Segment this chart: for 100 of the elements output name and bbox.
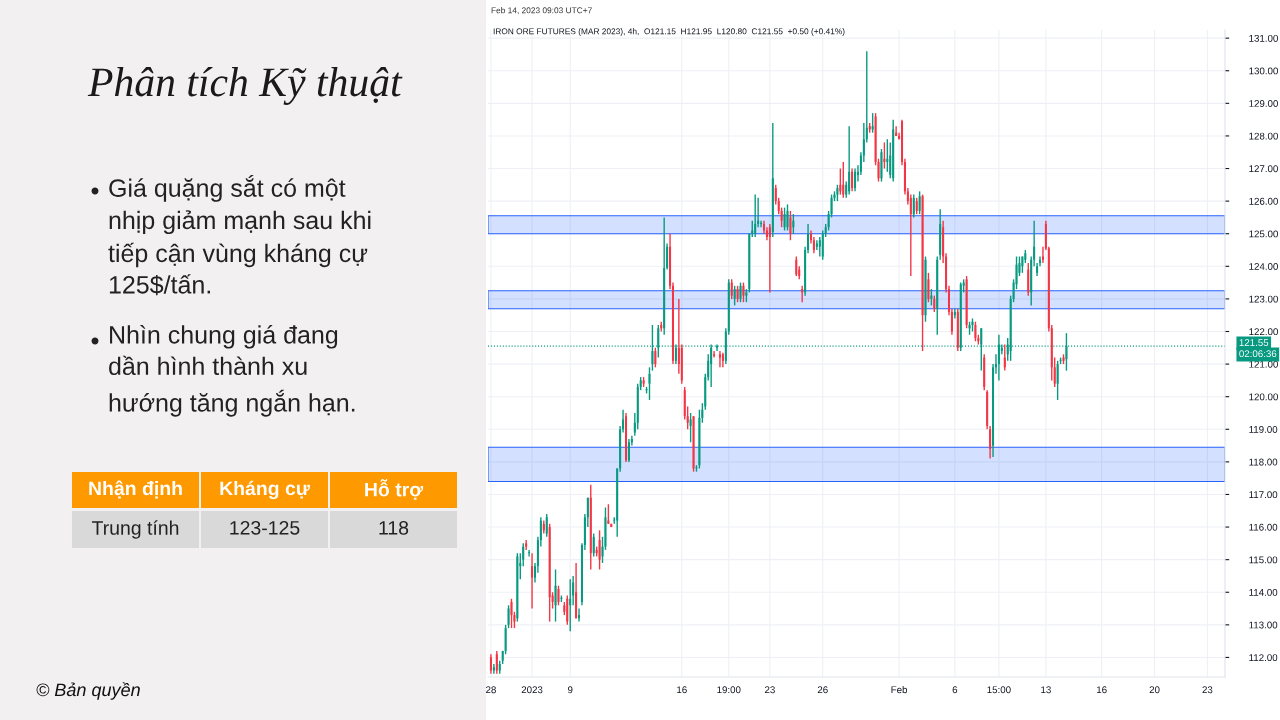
candlestick [924, 255, 927, 323]
x-tick-label: 23 [1202, 686, 1213, 694]
candlestick [745, 288, 748, 303]
y-tick-label: 125.00 [1249, 230, 1278, 238]
candlestick [510, 598, 513, 629]
candlestick [698, 409, 701, 470]
candlestick [531, 552, 534, 610]
candlestick [692, 415, 695, 473]
y-tick-label: 120.00 [1249, 393, 1278, 401]
candlestick [736, 285, 739, 303]
candlestick [971, 317, 974, 333]
y-tick-label: 127.00 [1249, 165, 1278, 173]
candlestick [880, 148, 883, 183]
text: Feb 14, 2023 09:03 UTC+7 [491, 7, 592, 15]
y-tick-label: 122.00 [1249, 328, 1278, 336]
candlestick [927, 272, 930, 303]
candlestick [754, 193, 757, 238]
candlestick [557, 585, 560, 606]
text: Hỗ trợ [365, 479, 424, 500]
y-tick-label: 126.00 [1249, 197, 1278, 205]
candlestick [689, 412, 692, 444]
y-tick-label: 113.00 [1249, 621, 1278, 629]
candlestick [648, 366, 651, 401]
candlestick [1024, 249, 1027, 264]
x-tick-label: 9 [567, 686, 573, 694]
candlestick [730, 278, 733, 300]
text: Nhận định [89, 480, 182, 499]
candlestick [489, 653, 492, 675]
y-tick-label: 129.00 [1249, 100, 1278, 107]
candlestick [795, 255, 798, 277]
x-tick-label: 6 [952, 686, 958, 694]
x-tick-label: 20 [1149, 686, 1160, 694]
candlestick [674, 343, 677, 365]
candlestick [566, 594, 569, 626]
x-tick-label: 2023 [521, 686, 543, 694]
text: © Bản quyền [36, 682, 140, 700]
x-tick-label: 28 [486, 686, 496, 694]
ref-line-label: 121.55 [1239, 339, 1269, 346]
candlestick [592, 532, 595, 558]
candlestick [1021, 255, 1024, 274]
text: 118 [379, 520, 409, 535]
text: Nhìn chung giá đang dần hình thành xu hướng tăng ngắn hạn. [109, 325, 355, 417]
text: Kháng cự [220, 480, 310, 500]
candlestick [569, 578, 572, 633]
candlestick [848, 125, 851, 196]
x-tick-label: 15:00 [987, 686, 1011, 694]
candlestick [839, 167, 842, 196]
text: Trung tính [91, 520, 179, 539]
y-tick-label: 115.00 [1249, 556, 1278, 564]
candlestick [739, 281, 742, 303]
y-tick-label: 112.00 [1249, 654, 1278, 662]
candlestick [528, 549, 531, 558]
text: 02:06:36 [1239, 350, 1277, 358]
y-tick-label: 114.00 [1249, 588, 1278, 596]
candlestick [1059, 356, 1062, 365]
candlestick [516, 552, 519, 623]
candlestick [748, 233, 751, 294]
candlestick [1062, 353, 1065, 365]
candlestick [548, 523, 551, 623]
candlestick [554, 568, 557, 623]
candlestick [1027, 262, 1030, 297]
y-tick-label: 128.00 [1249, 132, 1278, 140]
candlestick [912, 193, 915, 219]
x-tick-label: 19:00 [717, 686, 741, 694]
candlestick [627, 438, 630, 463]
text: Giá quặng sắt có một nhịp giảm mạnh sau khi tiếp cận vùng kháng cự 125$/tấn. [108, 175, 371, 296]
x-tick-label: 16 [1097, 686, 1107, 694]
candlestick [642, 376, 645, 388]
candlestick [974, 321, 977, 342]
candlestick [965, 275, 968, 329]
candlestick [789, 210, 792, 241]
x-tick-label: 26 [817, 686, 828, 694]
candlestick [783, 206, 786, 232]
y-tick-label: 123.00 [1249, 295, 1278, 303]
y-tick-label: 131.00 [1249, 34, 1278, 42]
candlestick [560, 594, 563, 603]
y-tick-label: 118.00 [1249, 458, 1278, 466]
chart-subtitle: IRON ORE FUTURES (MAR 2023), 4h, O121.15 H121.95 L120.80 C121.55 +0.50 (+0.41%) [493, 28, 845, 36]
x-tick-label: Feb [891, 686, 908, 694]
candlestick [733, 285, 736, 307]
candlestick [742, 281, 745, 303]
candlestick [836, 184, 839, 202]
x-tick-label: 23 [764, 686, 775, 694]
candlestick [507, 604, 510, 629]
x-tick-label: 16 [677, 686, 687, 694]
y-tick-label: 117.00 [1249, 491, 1278, 499]
y-tick-label: 124.00 [1249, 263, 1278, 270]
text: 123-125 [230, 520, 300, 535]
x-tick-label: 13 [1041, 686, 1051, 694]
text: Phân tích Kỹ thuật [87, 67, 403, 105]
candlestick [495, 650, 498, 675]
candlestick [713, 350, 716, 359]
candlestick [792, 213, 795, 235]
candlestick [1056, 360, 1059, 401]
y-tick-label: 130.00 [1249, 67, 1278, 75]
candlestick [718, 350, 721, 369]
y-tick-label: 121.00 [1249, 360, 1278, 368]
candlestick [654, 347, 657, 369]
y-tick-label: 119.00 [1249, 426, 1278, 433]
y-tick-label: 116.00 [1249, 523, 1278, 531]
